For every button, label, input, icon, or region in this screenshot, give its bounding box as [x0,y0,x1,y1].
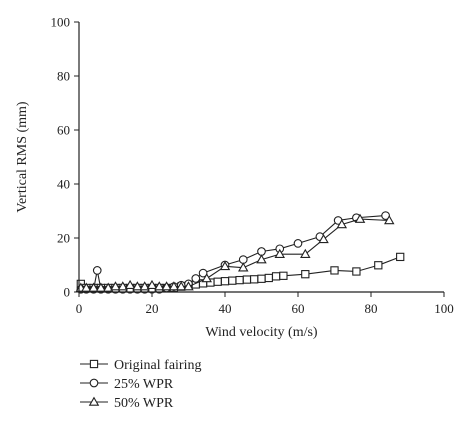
data-point-triangle [238,262,249,272]
series-layer [75,211,405,294]
data-point-triangle [161,281,172,291]
data-point-triangle [336,219,348,229]
data-point-square [396,252,405,262]
data-point-triangle [117,281,129,291]
y-tick-label: 60 [57,123,70,138]
data-point-triangle [146,279,158,290]
data-point-triangle [110,281,121,291]
data-point-triangle [354,213,366,223]
legend: Original fairing 25% WPR 50% WPR [80,358,201,411]
data-point-circle [238,255,248,264]
data-point-triangle [132,281,143,291]
data-point-square [228,276,237,285]
x-tick-label: 0 [76,301,83,316]
data-point-triangle [175,281,187,291]
x-tick-label: 40 [219,301,232,316]
data-point-circle [191,274,201,283]
data-point-square [374,261,383,270]
legend-item-triangle: 50% WPR [80,396,174,411]
data-point-triangle [318,233,329,244]
data-point-square [264,273,273,283]
data-point-triangle [201,273,212,283]
series-triangle [75,213,395,292]
y-tick-label: 40 [57,177,70,192]
legend-marker-triangle [88,396,100,406]
y-tick-label: 100 [51,15,71,30]
legend-label: 50% WPR [114,396,174,411]
y-tick-label: 0 [64,285,71,300]
x-tick-label: 60 [292,301,305,316]
data-point-circle [198,268,208,278]
data-point-square [242,275,252,284]
data-point-square [352,267,361,276]
x-axis-ticks: 0 20 40 60 80 100 [76,292,454,316]
data-point-square [235,275,244,285]
y-tick-label: 20 [57,231,70,246]
data-point-triangle [183,281,194,291]
x-tick-label: 20 [146,301,159,316]
data-point-square [271,272,281,281]
legend-marker-square [89,359,99,369]
data-point-triangle [219,260,231,271]
data-point-triangle [95,282,107,292]
legend-label: 25% WPR [114,377,174,392]
data-point-triangle [139,281,150,291]
data-point-triangle [88,282,99,292]
x-tick-label: 80 [365,301,378,316]
data-point-triangle [81,282,92,292]
data-point-triangle [256,254,267,264]
data-point-square [220,277,230,286]
data-point-triangle [274,248,285,258]
data-point-square [213,277,222,286]
x-tick-label: 100 [434,301,454,316]
y-tick-label: 80 [57,69,70,84]
data-point-circle [257,247,266,256]
data-point-square [250,275,259,284]
data-point-triangle [124,279,136,290]
data-point-square [279,271,288,280]
data-point-circle [92,266,102,275]
data-point-circle [293,239,303,248]
legend-marker-circle [89,378,99,388]
x-axis-title: Wind velocity (m/s) [205,325,318,340]
data-point-triangle [168,281,180,291]
legend-label: Original fairing [114,358,201,373]
legend-item-circle: 25% WPR [80,377,174,392]
data-point-square [257,274,266,283]
data-point-triangle [384,215,395,225]
data-point-triangle [102,282,114,292]
data-point-square [301,270,310,279]
y-axis-title: Vertical RMS (mm) [15,101,30,213]
data-point-triangle [154,281,165,291]
data-point-triangle [300,248,311,258]
plot-area: 0 20 40 60 80 100 0 20 40 60 80 100 [51,15,454,317]
y-axis-ticks: 0 20 40 60 80 100 [51,15,79,300]
data-point-square [330,266,339,275]
legend-item-square: Original fairing [80,358,201,373]
